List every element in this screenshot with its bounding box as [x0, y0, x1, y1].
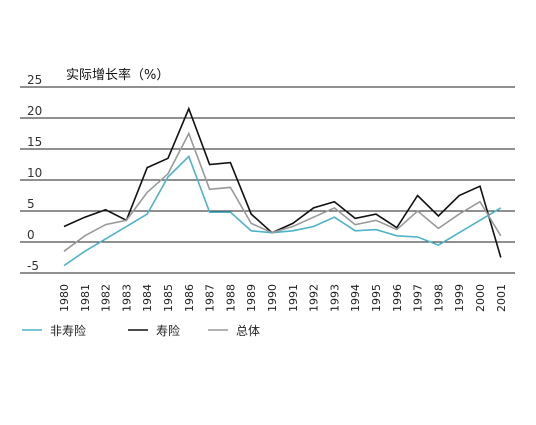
series-line [63, 154, 502, 267]
series-lines [63, 106, 502, 267]
x-tick-label: 1986 [183, 284, 196, 312]
series-line [63, 131, 502, 252]
x-tick-label: 1983 [120, 284, 133, 312]
x-tick-label: 1998 [432, 284, 445, 312]
y-tick-label: -5 [27, 259, 39, 273]
y-tick-label: 10 [27, 166, 42, 180]
y-tick-label: 25 [27, 73, 42, 87]
x-tick-label: 1993 [328, 284, 341, 312]
x-tick-label: 1994 [349, 284, 362, 312]
y-tick-label: 20 [27, 104, 42, 118]
legend-label: 非寿险 [50, 323, 86, 338]
x-tick-label: 2001 [495, 284, 508, 312]
x-tick-label: 1996 [391, 284, 404, 312]
y-tick-label: 0 [27, 228, 35, 242]
x-tick-label: 2000 [474, 284, 487, 312]
x-tick-label: 1989 [245, 284, 258, 312]
x-tick-label: 1982 [100, 284, 113, 312]
legend: 非寿险 寿险 总体 [22, 323, 260, 338]
x-tick-label: 1992 [308, 284, 321, 312]
x-tick-label: 1987 [204, 284, 217, 312]
x-tick-label: 1995 [370, 284, 383, 312]
x-tick-label: 1990 [266, 284, 279, 312]
y-tick-labels: 25 20 15 10 5 0 -5 [27, 73, 42, 273]
x-tick-label: 1985 [162, 284, 175, 312]
x-tick-label: 1999 [453, 284, 466, 312]
x-tick-label: 1984 [141, 284, 154, 312]
y-axis-title: 实际增长率（%） [66, 67, 169, 83]
x-tick-label: 1981 [79, 284, 92, 312]
x-tick-label: 1991 [287, 284, 300, 312]
y-tick-label: 15 [27, 135, 42, 149]
legend-label: 寿险 [156, 323, 180, 338]
legend-label: 总体 [236, 324, 260, 338]
x-tick-labels: 1980 1981 1982 1983 1984 1985 1986 1987 1988 1989… [58, 284, 508, 312]
x-tick-label: 1997 [412, 284, 425, 312]
x-tick-label: 1980 [58, 284, 71, 312]
y-tick-label: 5 [27, 197, 35, 211]
x-tick-label: 1988 [224, 284, 237, 312]
series-line [63, 106, 502, 258]
